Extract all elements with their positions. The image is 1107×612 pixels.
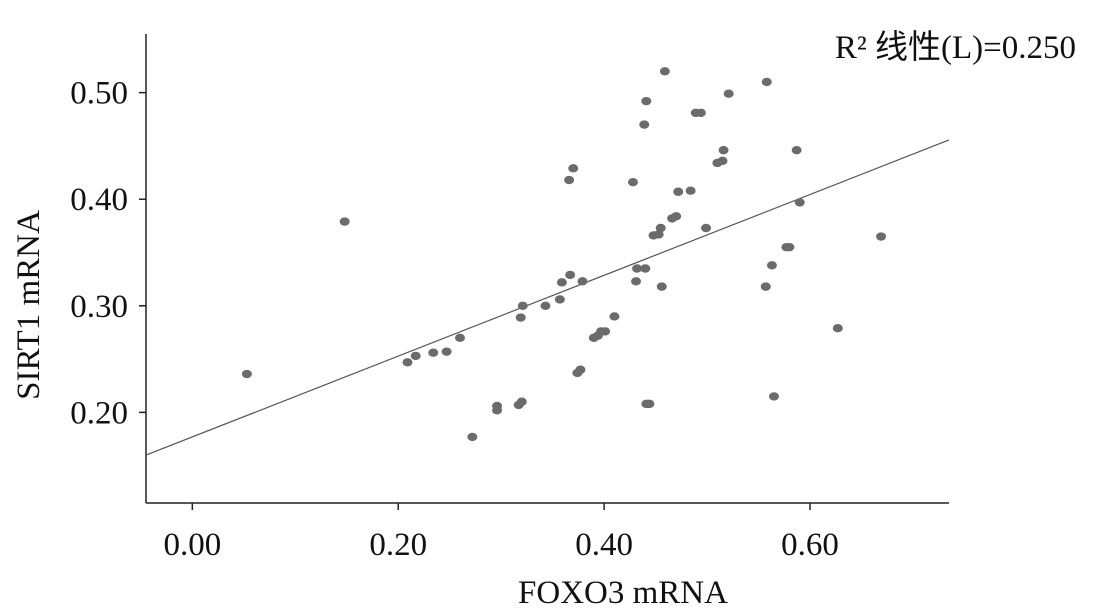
data-point (410, 351, 421, 361)
data-point (428, 348, 439, 357)
data-point (568, 164, 579, 173)
y-tick-label: 0.40 (70, 182, 128, 218)
data-point (516, 397, 527, 406)
data-point (454, 333, 465, 342)
data-point (402, 358, 413, 367)
data-point (794, 198, 805, 207)
data-point (540, 301, 551, 311)
data-point (577, 277, 588, 286)
data-point (701, 223, 712, 233)
data-point (656, 282, 667, 291)
r-squared-annotation: R² 线性(L)=0.250 (835, 29, 1076, 66)
data-point (761, 77, 772, 87)
data-point (718, 145, 729, 155)
data-point (760, 282, 771, 291)
data-point (609, 312, 620, 321)
x-tick-label: 0.20 (369, 527, 427, 563)
axes (139, 34, 949, 510)
data-point (241, 369, 252, 379)
data-point (695, 108, 706, 118)
data-point (717, 156, 728, 166)
data-point (655, 223, 666, 233)
data-point (644, 399, 655, 409)
data-point (671, 212, 682, 221)
data-point (575, 365, 586, 374)
data-point (653, 230, 664, 239)
data-point (639, 120, 650, 129)
data-point (627, 177, 638, 187)
data-point (600, 327, 611, 336)
data-points (241, 67, 887, 442)
data-point (554, 295, 565, 304)
data-point (632, 264, 643, 273)
data-point (641, 96, 652, 106)
data-point (517, 301, 528, 311)
data-point (685, 186, 696, 195)
data-point (467, 432, 478, 442)
fit-line-group (145, 139, 950, 456)
data-point (673, 187, 684, 196)
data-point (659, 67, 670, 76)
y-tick-label: 0.20 (70, 395, 128, 431)
y-tick-labels: 0.20 0.30 0.40 0.50 (70, 76, 128, 432)
data-point (492, 401, 503, 411)
regression-line (145, 139, 950, 456)
y-axis-label: SIRT1 mRNA (11, 210, 47, 400)
data-point (723, 89, 734, 98)
data-point (768, 392, 779, 401)
data-point (876, 232, 887, 241)
y-tick-label: 0.50 (70, 76, 128, 112)
data-point (784, 242, 795, 252)
data-point (640, 264, 651, 273)
data-point (565, 270, 576, 280)
data-point (832, 323, 843, 333)
data-point (791, 145, 802, 155)
data-point (556, 278, 567, 287)
data-point (631, 277, 642, 286)
x-tick-label: 0.60 (781, 527, 839, 563)
data-point (339, 217, 350, 226)
data-point (441, 347, 452, 356)
x-axis-label: FOXO3 mRNA (518, 575, 728, 611)
x-tick-labels: 0.00 0.20 0.40 0.60 (163, 527, 838, 563)
data-point (564, 175, 575, 185)
y-tick-label: 0.30 (70, 289, 128, 325)
data-point (515, 313, 526, 322)
x-tick-label: 0.00 (163, 527, 221, 563)
x-tick-label: 0.40 (575, 527, 633, 563)
data-point (766, 261, 777, 270)
